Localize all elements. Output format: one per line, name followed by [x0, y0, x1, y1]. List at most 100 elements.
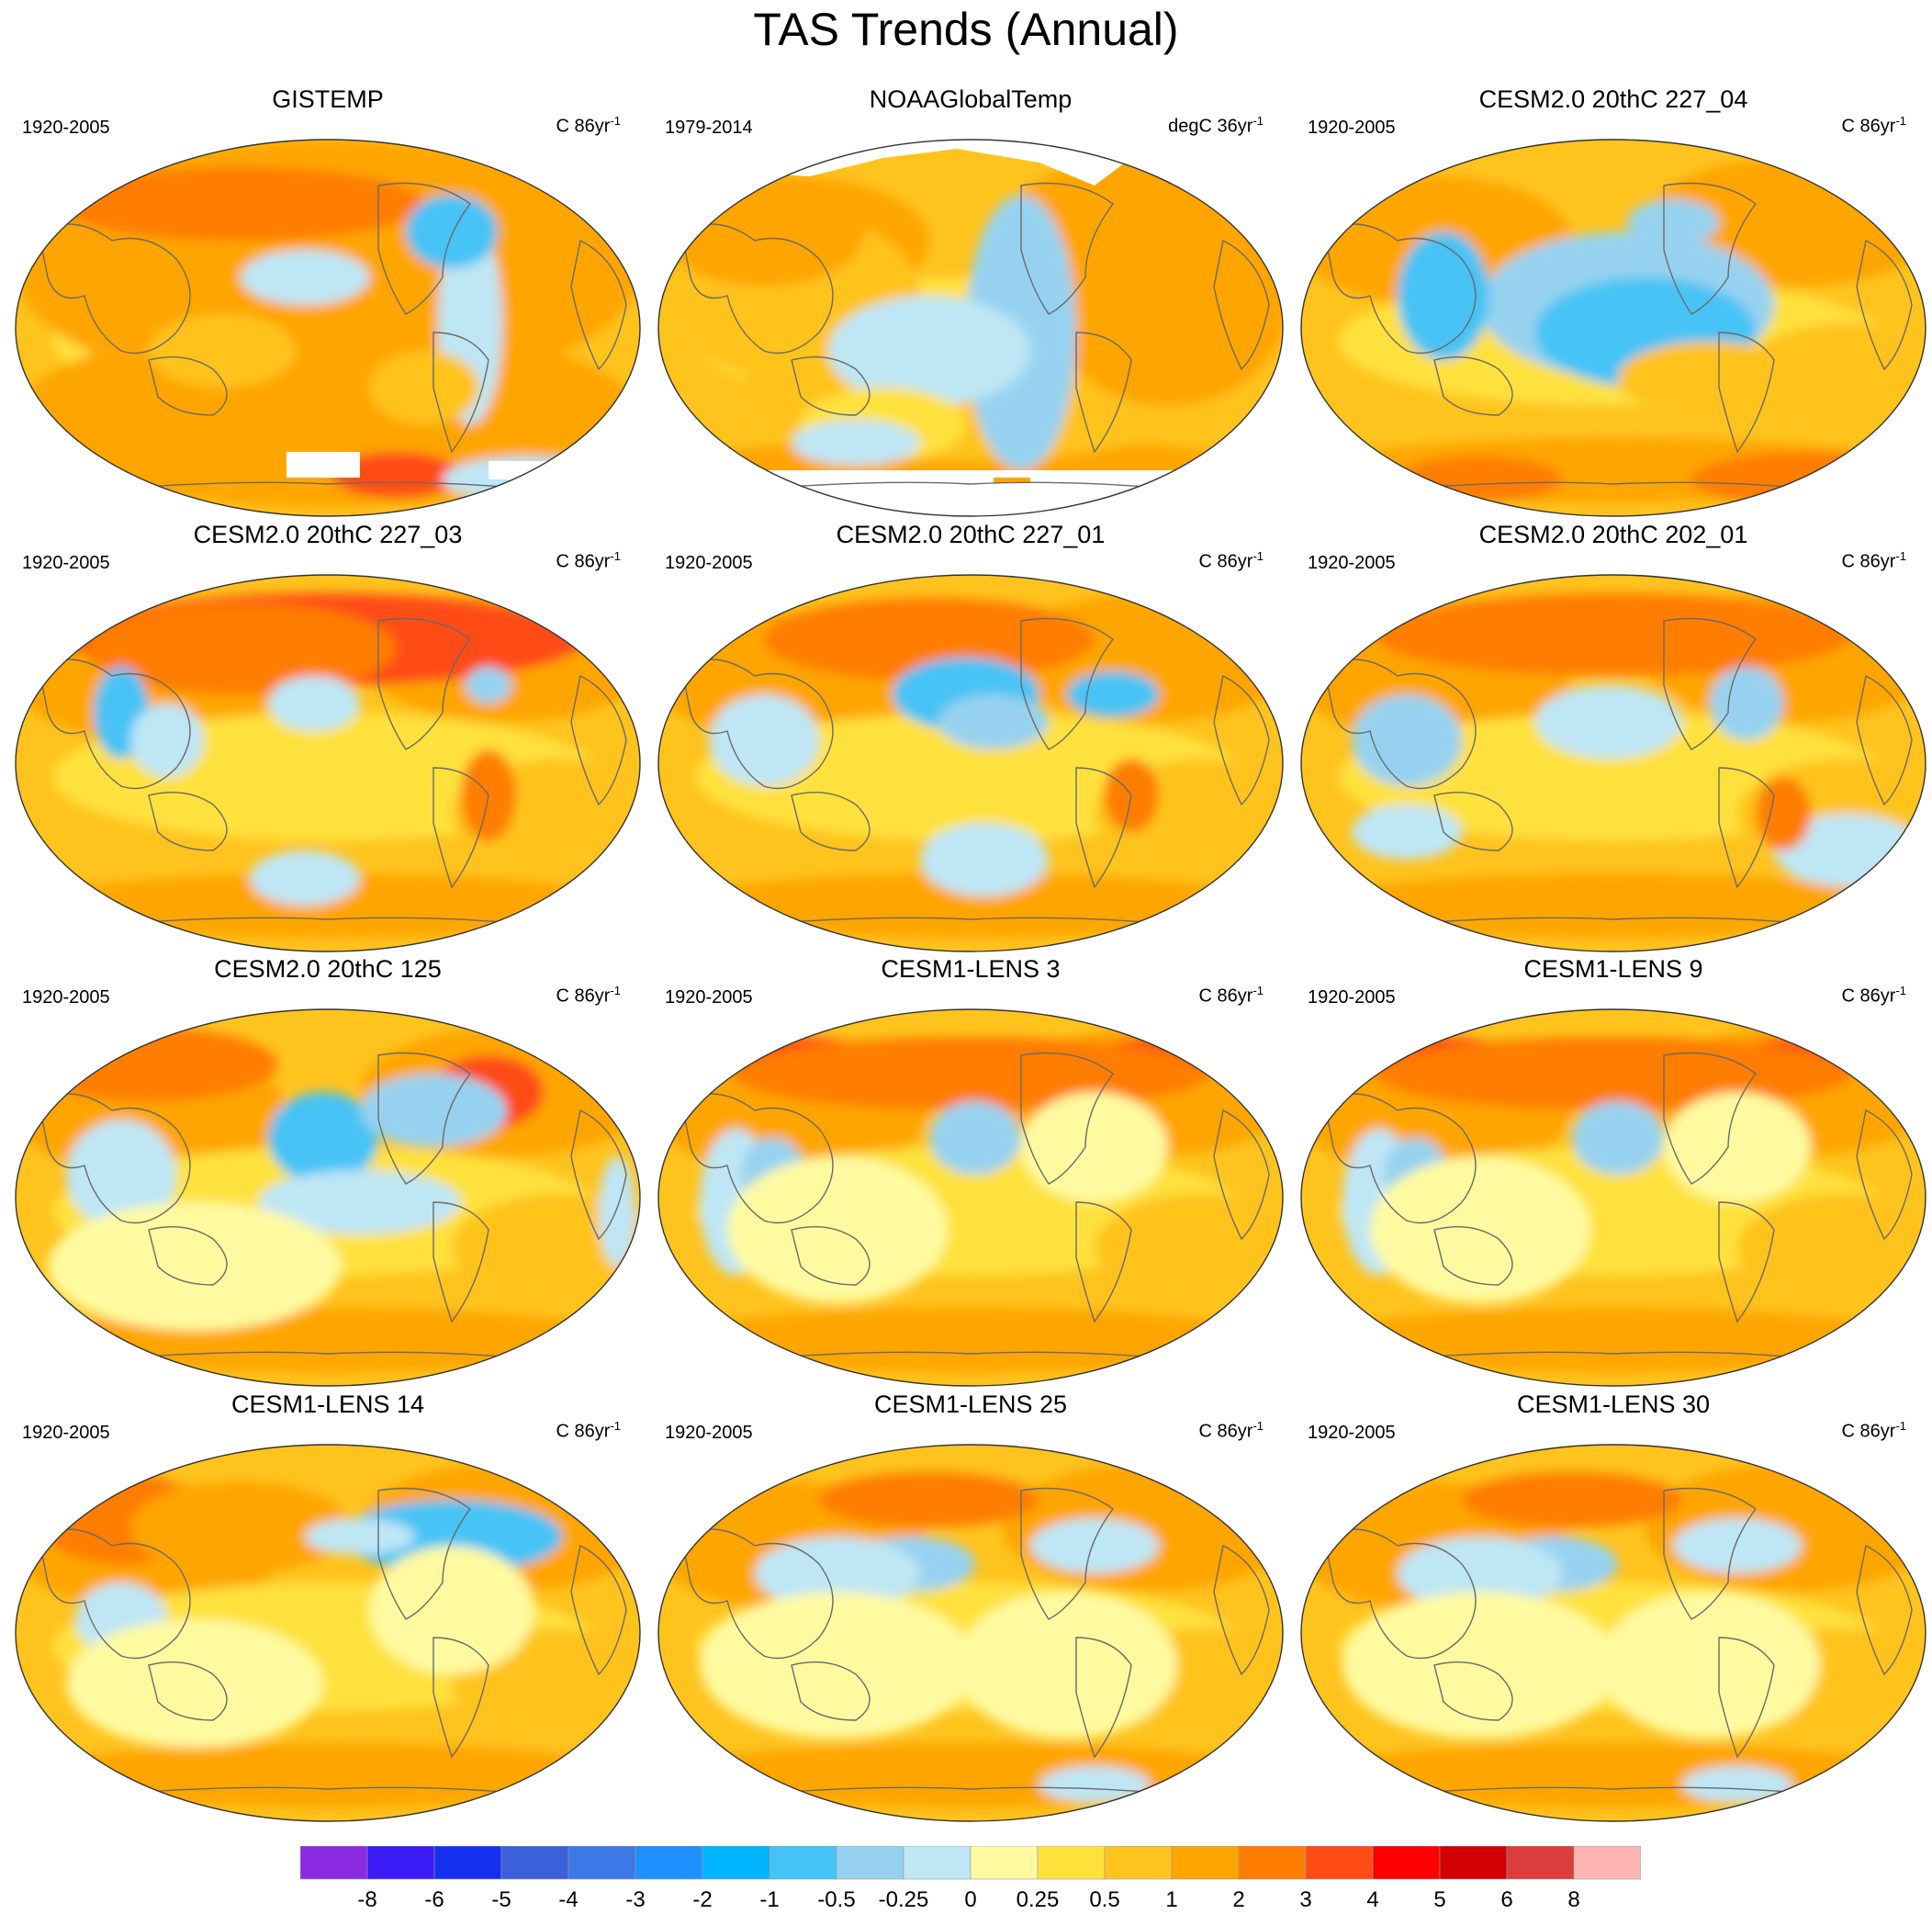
- colorbar-label: -4: [558, 1887, 578, 1912]
- trend-map: [657, 1444, 1284, 1822]
- panel-period: 1920-2005: [22, 1423, 110, 1443]
- panel-units: C 86yr-1: [1841, 114, 1906, 137]
- map-panel: CESM1-LENS 14 1920-2005 C 86yr-1: [11, 1390, 645, 1822]
- colorbar-swatch: [1372, 1846, 1441, 1880]
- colorbar-label: 6: [1500, 1887, 1512, 1912]
- trend-map: [1300, 1008, 1926, 1387]
- colorbar-swatch: [300, 1846, 368, 1880]
- panel-title: CESM2.0 20thC 227_03: [193, 521, 463, 548]
- colorbar-label: 8: [1567, 1887, 1579, 1912]
- panel-period: 1920-2005: [22, 553, 110, 573]
- colorbar-label: -5: [491, 1887, 511, 1912]
- map-panel: CESM1-LENS 3 1920-2005 C 86yr-1: [654, 954, 1287, 1387]
- colorbar-swatch: [769, 1846, 837, 1880]
- panel-title: CESM2.0 20thC 202_01: [1478, 521, 1748, 548]
- panel-units: C 86yr-1: [1841, 549, 1906, 572]
- panel-units: C 86yr-1: [1841, 984, 1906, 1007]
- panel-units: C 86yr-1: [556, 984, 621, 1007]
- colorbar-label: -8: [357, 1887, 376, 1912]
- panel-period: 1979-2014: [665, 118, 753, 138]
- colorbar-label: -0.25: [879, 1887, 929, 1912]
- panel-units: C 86yr-1: [1841, 1419, 1906, 1442]
- colorbar-label: -3: [625, 1887, 645, 1912]
- colorbar-swatch: [433, 1846, 502, 1880]
- colorbar-swatch: [1104, 1846, 1173, 1880]
- map-panel: CESM1-LENS 9 1920-2005 C 86yr-1: [1297, 954, 1930, 1387]
- map-panel: CESM2.0 20thC 227_04 1920-2005 C 86yr-1: [1297, 84, 1930, 517]
- panel-period: 1920-2005: [1308, 1423, 1396, 1443]
- panel-title: CESM2.0 20thC 227_04: [1478, 85, 1748, 113]
- colorbar-swatch: [1305, 1846, 1374, 1880]
- colorbar-label: -6: [424, 1887, 444, 1912]
- colorbar-swatch: [970, 1846, 1039, 1880]
- map-panel: CESM1-LENS 25 1920-2005 C 86yr-1: [654, 1390, 1287, 1822]
- colorbar: -8 -6 -5 -4 -3 -2 -1 -0.5 -0.25 0 0.25 0.5 1 2 3 4 5 6 8: [300, 1846, 1641, 1912]
- panel-period: 1920-2005: [1308, 553, 1396, 573]
- map-panel: CESM2.0 20thC 227_01 1920-2005 C 86yr-1: [654, 520, 1287, 952]
- figure-title: TAS Trends (Annual): [753, 4, 1179, 55]
- panel-units: C 86yr-1: [556, 549, 621, 572]
- colorbar-label: -1: [759, 1887, 779, 1912]
- panel-title: CESM2.0 20thC 227_01: [836, 521, 1106, 548]
- panel-title: NOAAGlobalTemp: [869, 85, 1073, 113]
- colorbar-swatch: [1171, 1846, 1240, 1880]
- trend-map: [15, 1444, 641, 1822]
- colorbar-label: 0.25: [1017, 1887, 1060, 1912]
- colorbar-swatch: [1037, 1846, 1106, 1880]
- panel-units: degC 36yr-1: [1168, 114, 1264, 137]
- colorbar-swatch: [1506, 1846, 1575, 1880]
- panel-units: C 86yr-1: [556, 1419, 621, 1442]
- trend-map: [657, 139, 1284, 517]
- panel-period: 1920-2005: [665, 1423, 753, 1443]
- panel-title: GISTEMP: [272, 85, 384, 113]
- colorbar-label: 5: [1433, 1887, 1445, 1912]
- colorbar-swatch: [1238, 1846, 1307, 1880]
- panel-period: 1920-2005: [1308, 987, 1396, 1008]
- colorbar-swatch: [1573, 1846, 1641, 1880]
- colorbar-label: -2: [692, 1887, 712, 1912]
- trend-map: [15, 139, 641, 517]
- panel-period: 1920-2005: [665, 553, 753, 573]
- colorbar-swatch: [500, 1846, 569, 1880]
- colorbar-label: -0.5: [817, 1887, 855, 1912]
- colorbar-label: 0: [964, 1887, 976, 1912]
- panel-period: 1920-2005: [22, 987, 110, 1008]
- trend-map: [15, 1008, 641, 1387]
- trend-map: [15, 574, 641, 952]
- colorbar-swatch: [702, 1846, 770, 1880]
- panel-units: C 86yr-1: [1198, 1419, 1264, 1442]
- colorbar-swatch: [1439, 1846, 1508, 1880]
- trend-map: [1300, 139, 1926, 517]
- map-panel: NOAAGlobalTemp 1979-2014 degC 36yr-1: [654, 84, 1287, 517]
- map-panel: CESM1-LENS 30 1920-2005 C 86yr-1: [1297, 1390, 1930, 1822]
- panel-title: CESM1-LENS 30: [1516, 1390, 1711, 1418]
- map-panel: CESM2.0 20thC 227_03 1920-2005 C 86yr-1: [11, 520, 645, 952]
- trend-map: [657, 574, 1284, 952]
- map-panel: GISTEMP 1920-2005 C 86yr-1: [11, 84, 645, 517]
- colorbar-swatch: [635, 1846, 703, 1880]
- colorbar-label: 0.5: [1089, 1887, 1119, 1912]
- map-panel: CESM2.0 20thC 125 1920-2005 C 86yr-1: [11, 954, 645, 1387]
- colorbar-swatch: [366, 1846, 435, 1880]
- panel-units: C 86yr-1: [1198, 984, 1264, 1007]
- panel-units: C 86yr-1: [556, 114, 621, 137]
- panel-period: 1920-2005: [1308, 118, 1396, 138]
- colorbar-swatch: [567, 1846, 636, 1880]
- colorbar-label: 3: [1299, 1887, 1311, 1912]
- trend-map: [657, 1008, 1284, 1387]
- panel-title: CESM2.0 20thC 125: [214, 955, 442, 983]
- map-panel: CESM2.0 20thC 202_01 1920-2005 C 86yr-1: [1297, 520, 1930, 952]
- panel-title: CESM1-LENS 25: [873, 1390, 1068, 1418]
- trend-map: [1300, 1444, 1926, 1822]
- colorbar-label: 2: [1232, 1887, 1244, 1912]
- trend-map: [1300, 574, 1926, 952]
- colorbar-label: 4: [1366, 1887, 1378, 1912]
- colorbar-swatch: [836, 1846, 904, 1880]
- panel-units: C 86yr-1: [1198, 549, 1264, 572]
- panel-period: 1920-2005: [22, 118, 110, 138]
- panel-title: CESM1-LENS 14: [230, 1390, 425, 1418]
- colorbar-swatch: [903, 1846, 972, 1880]
- panel-period: 1920-2005: [665, 987, 753, 1008]
- panel-title: CESM1-LENS 9: [1523, 955, 1703, 983]
- panel-title: CESM1-LENS 3: [881, 955, 1061, 983]
